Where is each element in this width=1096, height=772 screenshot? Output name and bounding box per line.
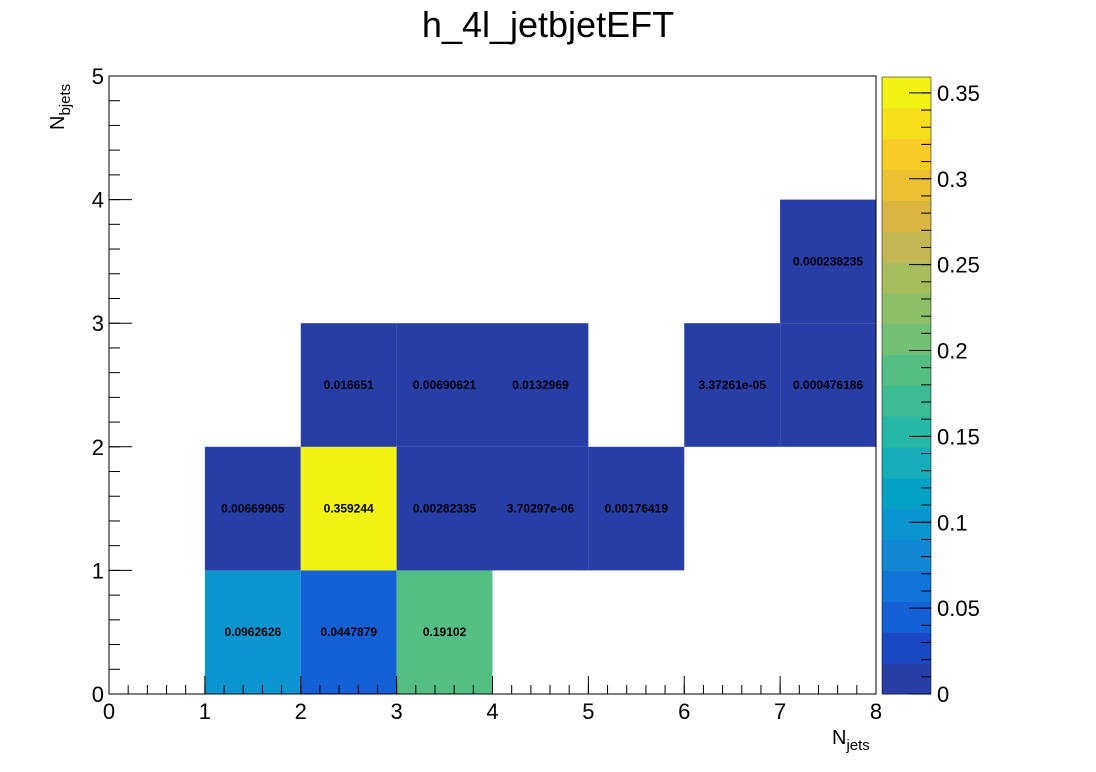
- colorbar-tick-label: 0.2: [937, 339, 968, 364]
- colorbar-step: [882, 416, 931, 448]
- colorbar-tick-label: 0.15: [937, 424, 980, 449]
- colorbar-step: [882, 323, 931, 356]
- x-tick-label: 5: [582, 699, 594, 724]
- colorbar-step: [882, 292, 931, 325]
- cell-value-label: 0.00176419: [605, 502, 669, 516]
- y-tick-label: 2: [92, 435, 104, 460]
- colorbar-tick-label: 0.25: [937, 253, 980, 278]
- colorbar-step: [882, 447, 931, 479]
- colorbar-step: [882, 231, 931, 263]
- colorbar-step: [882, 539, 931, 572]
- colorbar-tick-label: 0.35: [937, 81, 980, 106]
- y-tick-label: 5: [92, 64, 104, 89]
- x-tick-label: 2: [295, 699, 307, 724]
- colorbar-step: [882, 385, 931, 417]
- colorbar-step: [882, 262, 931, 294]
- x-tick-label: 0: [103, 699, 115, 724]
- cell-value-label: 0.0132969: [512, 378, 569, 392]
- cell-value-label: 0.0447879: [320, 625, 377, 639]
- heatmap-cell: [684, 323, 781, 447]
- cell-value-label: 0.359244: [324, 502, 374, 516]
- y-tick-label: 3: [92, 311, 104, 336]
- heatmap-cell: [396, 446, 493, 571]
- colorbar-step: [882, 478, 931, 510]
- colorbar-tick-label: 0.1: [937, 510, 968, 535]
- colorbar-tick-label: 0.3: [937, 167, 968, 192]
- x-tick-label: 3: [391, 699, 403, 724]
- heatmap-cell: [204, 446, 301, 571]
- colorbar-step: [882, 632, 931, 664]
- heatmap-cell: [780, 323, 876, 447]
- cell-value-label: 0.00669905: [221, 502, 285, 516]
- cell-value-label: 0.016651: [324, 378, 374, 392]
- x-tick-label: 1: [199, 699, 211, 724]
- y-tick-label: 1: [92, 558, 104, 583]
- cell-value-label: 0.000476186: [793, 378, 863, 392]
- colorbar-frame: [881, 76, 932, 695]
- x-tick-label: 4: [486, 699, 498, 724]
- cell-value-label: 0.000238235: [793, 254, 863, 268]
- colorbar-step: [882, 570, 931, 602]
- heatmap-cell: [300, 446, 397, 571]
- colorbar-tick-label: 0: [937, 682, 949, 707]
- heatmap-cell: [300, 323, 397, 447]
- colorbar-step: [882, 601, 931, 633]
- heatmap-cell: [396, 323, 493, 447]
- colorbar-step: [882, 138, 931, 171]
- heatmap-cell: [396, 570, 493, 694]
- colorbar-tick-label: 0.05: [937, 596, 980, 621]
- cell-value-label: 0.19102: [423, 625, 467, 639]
- colorbar-step: [882, 663, 931, 695]
- heatmap-cell: [204, 570, 301, 694]
- y-axis-label: Nbjets: [47, 84, 74, 130]
- heatmap-cell: [588, 446, 685, 571]
- cell-value-label: 3.70297e-06: [507, 502, 575, 516]
- cell-value-label: 0.00282335: [413, 502, 477, 516]
- colorbar-step: [882, 354, 931, 386]
- heatmap-cell: [492, 323, 589, 447]
- cell-value-label: 0.0962626: [224, 625, 281, 639]
- x-tick-label: 8: [870, 699, 882, 724]
- x-tick-label: 6: [678, 699, 690, 724]
- cell-value-label: 0.00690621: [413, 378, 477, 392]
- cell-value-label: 3.37261e-05: [698, 378, 766, 392]
- colorbar-step: [882, 200, 931, 232]
- colorbar-step: [882, 508, 931, 541]
- x-axis-label: Njets: [832, 727, 870, 754]
- heatmap-cell: [300, 570, 397, 694]
- y-tick-label: 0: [92, 682, 104, 707]
- colorbar-step: [882, 107, 931, 140]
- x-tick-label: 7: [774, 699, 786, 724]
- heatmap-cell: [492, 446, 589, 571]
- y-tick-label: 4: [92, 188, 104, 213]
- heatmap-cell: [780, 199, 876, 324]
- chart-title: h_4l_jetbjetEFT: [421, 4, 675, 45]
